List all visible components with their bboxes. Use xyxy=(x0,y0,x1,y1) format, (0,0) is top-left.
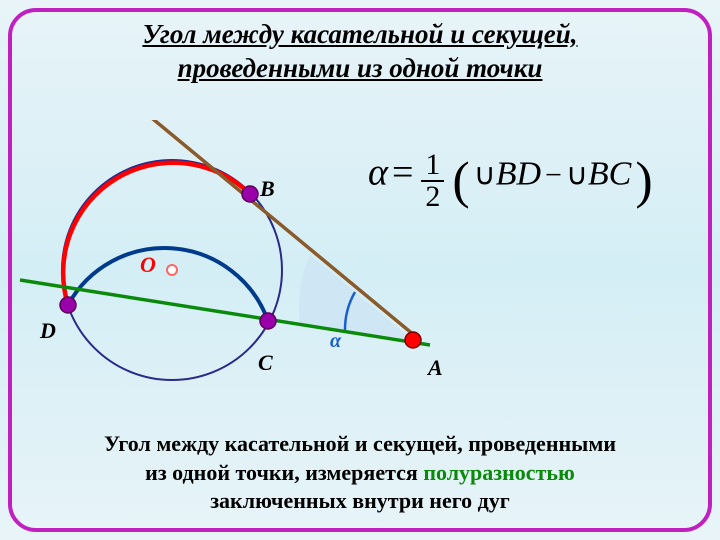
arc-sym-1: ∪ xyxy=(474,159,496,192)
label-alpha: α xyxy=(330,330,341,353)
point-a xyxy=(405,332,421,348)
label-d: D xyxy=(40,318,56,344)
formula-eq: = xyxy=(392,152,413,194)
label-a: A xyxy=(428,355,443,381)
point-b xyxy=(242,186,258,202)
term-bc: BC xyxy=(588,156,631,193)
bottom-l3: заключенных внутри него дуг xyxy=(210,488,510,513)
paren-close: ) xyxy=(635,153,652,210)
formula: α = 1 2 ( ∪BD − ∪BC ) xyxy=(368,150,653,212)
label-o: О xyxy=(140,252,156,278)
frac-num: 1 xyxy=(421,150,444,182)
center-marker xyxy=(167,265,177,275)
theorem-text: Угол между касательной и секущей, провед… xyxy=(40,430,680,516)
title-line2: проведенными из одной точки xyxy=(178,53,543,83)
slide-title: Угол между касательной и секущей, провед… xyxy=(0,0,720,86)
arc-major-bd xyxy=(63,163,250,305)
bottom-l1: Угол между касательной и секущей, провед… xyxy=(104,431,616,456)
arc-sym-2: ∪ xyxy=(566,159,588,192)
formula-alpha: α xyxy=(368,152,388,194)
label-b: B xyxy=(260,176,275,202)
label-c: C xyxy=(258,350,273,376)
title-line1: Угол между касательной и секущей, xyxy=(142,19,577,49)
bottom-highlight: полуразностью xyxy=(423,460,575,485)
point-d xyxy=(60,297,76,313)
formula-fraction: 1 2 xyxy=(421,150,444,212)
arc-minor-bc xyxy=(68,248,268,321)
frac-den: 2 xyxy=(421,182,444,212)
point-c xyxy=(260,313,276,329)
minus: − xyxy=(545,159,562,192)
paren-open: ( xyxy=(452,153,469,210)
bottom-l2a: из одной точки, измеряется xyxy=(145,460,423,485)
term-bd: BD xyxy=(496,156,541,193)
